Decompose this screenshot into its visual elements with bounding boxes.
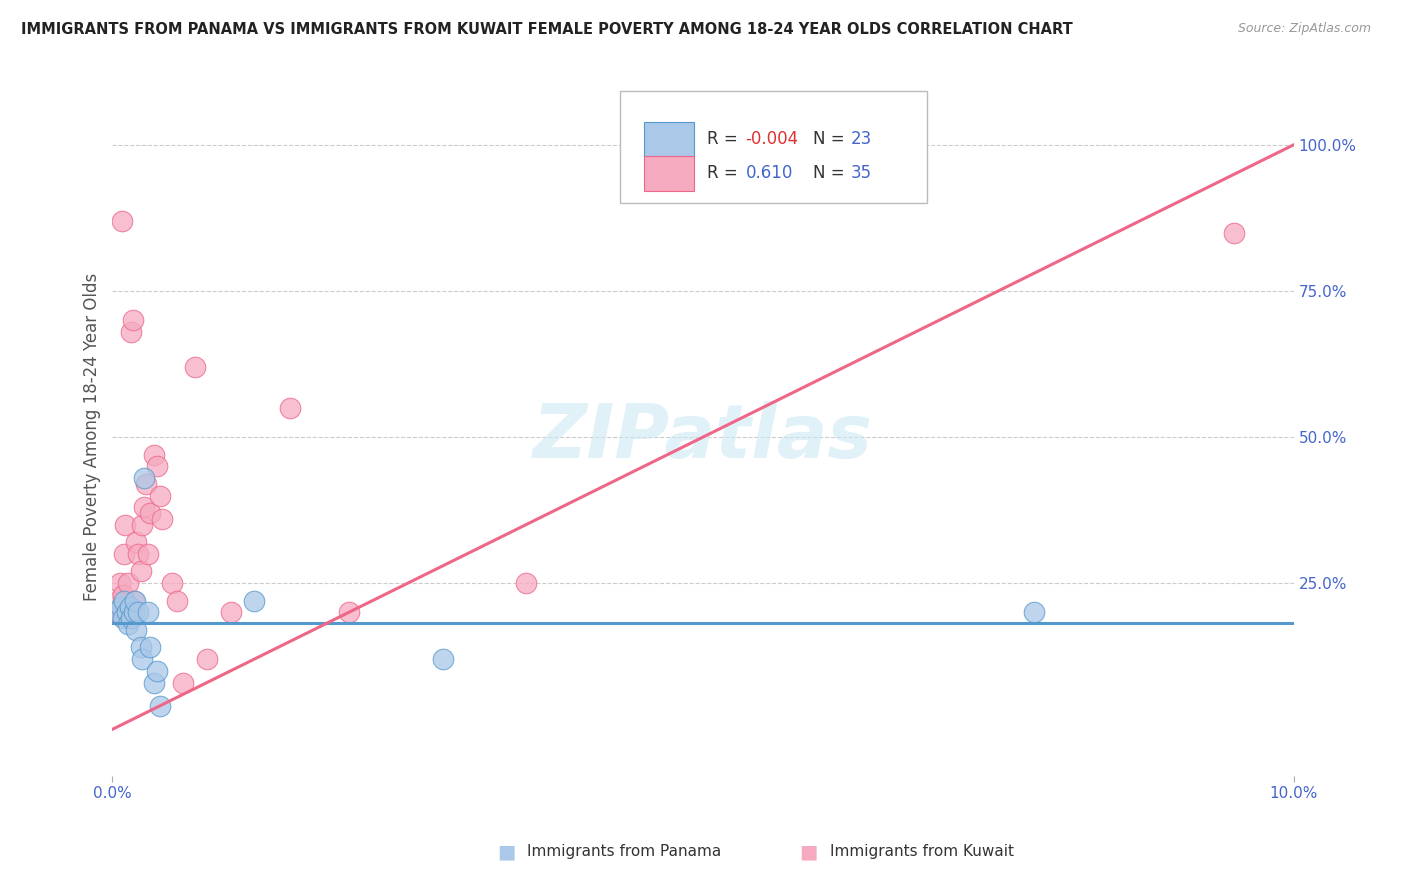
Text: -0.004: -0.004: [745, 130, 799, 148]
Point: [278, 401, 301, 415]
Point: [125, 535, 148, 549]
Point: [125, 623, 148, 637]
Point: [142, 675, 165, 690]
Text: ■: ■: [799, 842, 818, 862]
Point: [134, 500, 156, 515]
Point: [149, 489, 172, 503]
Point: [337, 606, 360, 620]
Text: ZIPatlas: ZIPatlas: [533, 401, 873, 474]
Point: [131, 517, 153, 532]
Point: [184, 359, 207, 374]
Point: [120, 599, 142, 614]
FancyBboxPatch shape: [620, 91, 928, 203]
Text: 23: 23: [851, 130, 872, 148]
Point: [112, 547, 135, 561]
Text: Immigrants from Kuwait: Immigrants from Kuwait: [830, 845, 1014, 859]
Point: [1223, 226, 1246, 240]
Point: [111, 214, 134, 228]
FancyBboxPatch shape: [644, 122, 693, 157]
Point: [135, 476, 157, 491]
Point: [136, 547, 159, 561]
Point: [134, 471, 156, 485]
Text: ■: ■: [496, 842, 516, 862]
Point: [127, 547, 149, 561]
Text: N =: N =: [813, 164, 849, 182]
Text: 0.610: 0.610: [745, 164, 793, 182]
Point: [150, 512, 173, 526]
Point: [136, 606, 159, 620]
Text: R =: R =: [707, 130, 742, 148]
Point: [195, 652, 218, 666]
Point: [120, 611, 142, 625]
Text: IMMIGRANTS FROM PANAMA VS IMMIGRANTS FROM KUWAIT FEMALE POVERTY AMONG 18-24 YEAR: IMMIGRANTS FROM PANAMA VS IMMIGRANTS FRO…: [21, 22, 1073, 37]
Point: [139, 640, 162, 655]
Text: N =: N =: [813, 130, 849, 148]
Point: [1022, 606, 1045, 620]
Point: [219, 606, 242, 620]
Point: [146, 459, 169, 474]
Point: [107, 606, 129, 620]
Point: [105, 606, 128, 620]
Point: [117, 576, 139, 591]
Y-axis label: Female Poverty Among 18-24 Year Olds: Female Poverty Among 18-24 Year Olds: [83, 273, 101, 601]
Point: [243, 593, 266, 607]
Text: Source: ZipAtlas.com: Source: ZipAtlas.com: [1237, 22, 1371, 36]
Point: [107, 593, 129, 607]
Point: [112, 611, 135, 625]
Point: [127, 606, 149, 620]
Point: [515, 576, 537, 591]
Point: [160, 576, 183, 591]
Point: [115, 606, 138, 620]
Point: [149, 698, 172, 713]
Point: [129, 565, 152, 579]
Point: [117, 617, 139, 632]
Point: [172, 675, 194, 690]
Point: [120, 325, 142, 339]
Text: 35: 35: [851, 164, 872, 182]
Point: [142, 448, 165, 462]
FancyBboxPatch shape: [644, 156, 693, 191]
Point: [131, 652, 153, 666]
Point: [166, 593, 188, 607]
Point: [114, 517, 136, 532]
Point: [146, 664, 169, 678]
Point: [112, 588, 135, 602]
Point: [118, 606, 141, 620]
Point: [110, 606, 132, 620]
Text: Immigrants from Panama: Immigrants from Panama: [527, 845, 721, 859]
Point: [122, 606, 145, 620]
Point: [110, 599, 132, 614]
Text: R =: R =: [707, 164, 742, 182]
Point: [108, 576, 131, 591]
Point: [139, 506, 162, 520]
Point: [112, 593, 135, 607]
Point: [432, 652, 454, 666]
Point: [124, 593, 146, 607]
Point: [121, 313, 143, 327]
Point: [122, 593, 145, 607]
Point: [129, 640, 152, 655]
